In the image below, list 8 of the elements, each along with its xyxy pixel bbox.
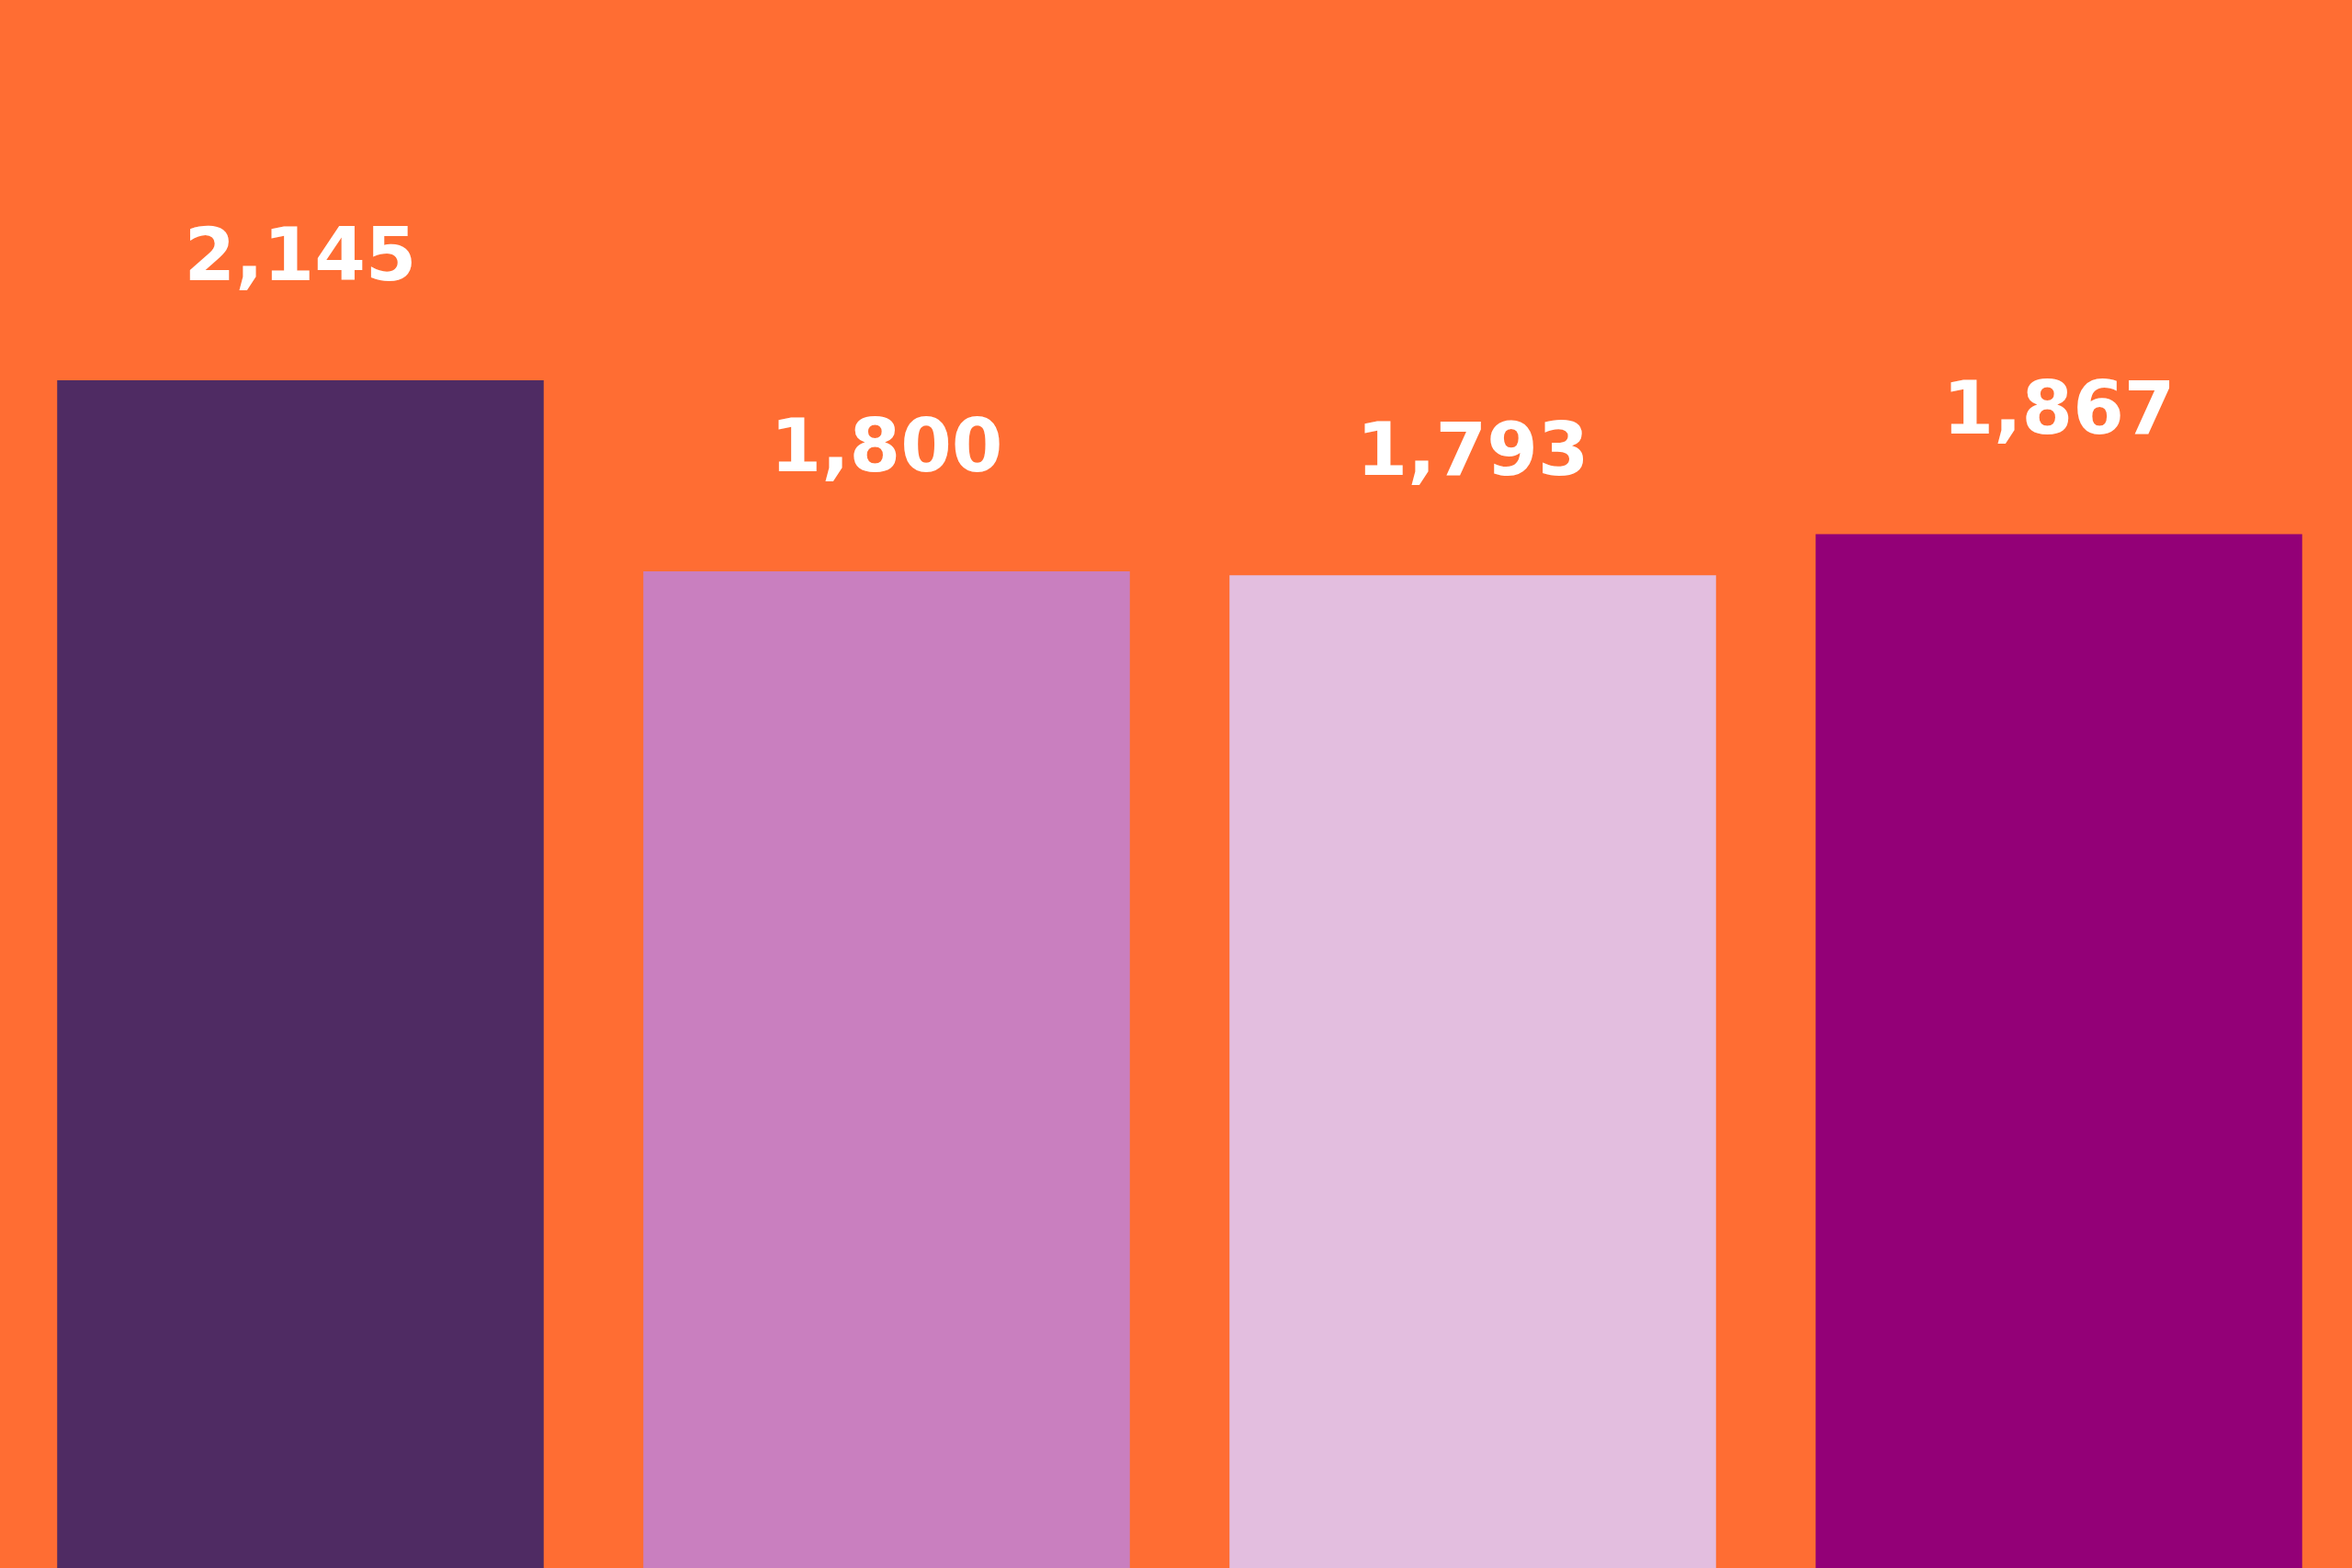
data-label: 2,145 bbox=[184, 211, 417, 298]
bar bbox=[1815, 534, 2302, 1568]
data-label: 1,867 bbox=[1942, 366, 2176, 452]
data-label: 1,800 bbox=[770, 402, 1003, 489]
data-label: 1,793 bbox=[1356, 406, 1589, 492]
bar bbox=[57, 379, 544, 1568]
bar bbox=[1229, 575, 1716, 1568]
bar bbox=[643, 570, 1130, 1568]
